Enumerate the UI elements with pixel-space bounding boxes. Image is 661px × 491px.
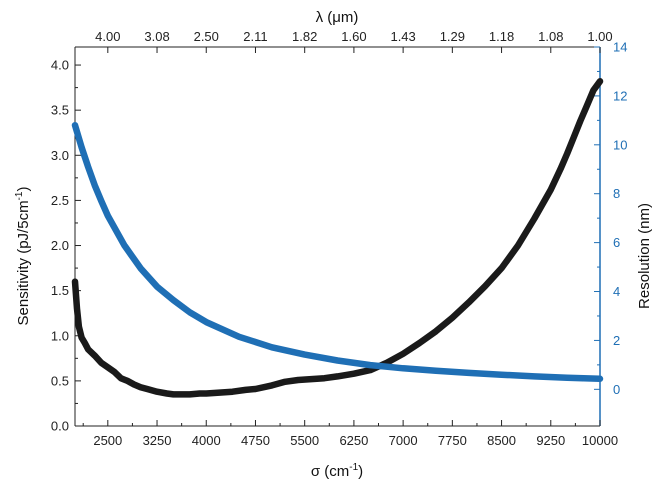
y-left-axis-title-main: Sensitivity (pJ/5cm — [15, 200, 32, 325]
y-right-tick-label: 12 — [613, 88, 627, 103]
y-left-tick-label: 2.0 — [51, 238, 69, 253]
x-bottom-tick-label: 7000 — [389, 433, 418, 448]
x-bottom-tick-label: 9250 — [536, 433, 565, 448]
y-left-tick-label: 4.0 — [51, 58, 69, 73]
y-left-tick-label: 1.5 — [51, 283, 69, 298]
x-bottom-axis-title: σ (cm-1) — [311, 462, 363, 480]
labels-layer: λ (μm) σ (cm-1) Sensitivity (pJ/5cm-1) R… — [14, 9, 653, 480]
y-right-tick-label: 6 — [613, 235, 620, 250]
x-bottom-tick-label: 10000 — [582, 433, 618, 448]
x-top-tick-label: 2.50 — [194, 29, 219, 44]
y-right-axis-title: Resolution (nm) — [636, 203, 653, 309]
y-right-tick-label: 0 — [613, 382, 620, 397]
y-left-tick-label: 2.5 — [51, 193, 69, 208]
x-top-tick-label: 1.43 — [390, 29, 415, 44]
sensitivity-curve — [71, 78, 604, 398]
axes-layer: 2500 3250 4000 4750 5500 6250 7000 7750 8500 9250… — [51, 29, 628, 448]
y-left-axis-title-sup: -1 — [14, 191, 25, 200]
y-right-tick-label: 10 — [613, 137, 627, 152]
x-bottom-tick-label: 3250 — [143, 433, 172, 448]
y-left-tick-label: 0.0 — [51, 419, 69, 434]
y-left-tick-label: 3.5 — [51, 103, 69, 118]
y-left-tick-label: 0.5 — [51, 373, 69, 388]
y-left-axis-title: Sensitivity (pJ/5cm-1) — [14, 187, 32, 326]
x-top-axis-title: λ (μm) — [316, 9, 359, 26]
x-bottom-axis-title-main: σ (cm — [311, 463, 349, 480]
y-left-tick-label: 1.0 — [51, 328, 69, 343]
x-top-tick-label: 1.29 — [440, 29, 465, 44]
x-bottom-tick-label: 6250 — [339, 433, 368, 448]
x-top-tick-label: 2.11 — [243, 29, 267, 44]
y-right-tick-label: 14 — [613, 40, 627, 55]
y-right-tick-label: 8 — [613, 186, 620, 201]
x-bottom-axis-title-end: ) — [358, 463, 363, 480]
x-bottom-tick-label: 7750 — [438, 433, 467, 448]
series-layer — [71, 78, 604, 398]
x-bottom-tick-label: 4000 — [192, 433, 221, 448]
resolution-curve — [71, 121, 604, 383]
x-bottom-axis-title-sup: -1 — [349, 462, 358, 473]
y-right-tick-label: 2 — [613, 333, 620, 348]
x-top-tick-label: 1.82 — [292, 29, 317, 44]
x-top-tick-label: 1.18 — [489, 29, 514, 44]
y-right-tick-label: 4 — [613, 284, 620, 299]
x-top-tick-label: 4.00 — [95, 29, 120, 44]
x-top-tick-label: 1.08 — [538, 29, 563, 44]
y-left-tick-label: 3.0 — [51, 148, 69, 163]
x-bottom-tick-label: 8500 — [487, 433, 516, 448]
x-bottom-tick-label: 5500 — [290, 433, 319, 448]
y-left-axis-title-end: ) — [15, 187, 32, 192]
x-bottom-tick-label: 4750 — [241, 433, 270, 448]
x-bottom-tick-label: 2500 — [93, 433, 122, 448]
x-top-tick-label: 1.00 — [587, 29, 612, 44]
x-top-tick-label: 3.08 — [144, 29, 169, 44]
x-top-tick-label: 1.60 — [341, 29, 366, 44]
